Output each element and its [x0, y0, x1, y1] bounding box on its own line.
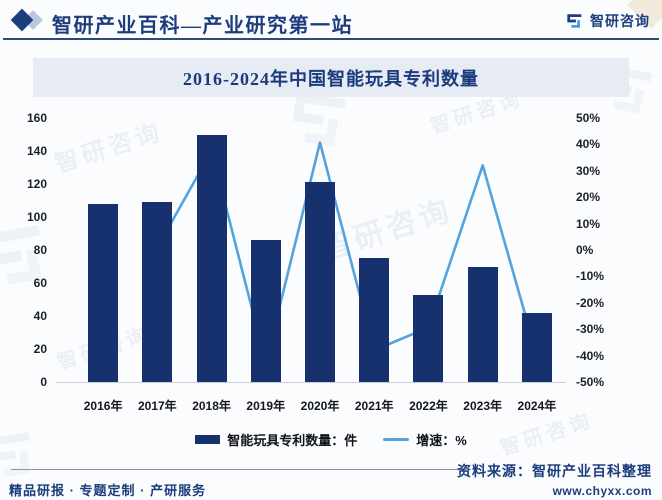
right-tick-20%: 20% — [576, 190, 601, 205]
right-tick--10%: -10% — [576, 269, 605, 284]
plot-area — [76, 118, 564, 382]
legend-line-label: 增速：% — [416, 433, 467, 448]
legend: 智能玩具专利数量：件 增速：% — [0, 430, 662, 449]
x-label-2022年: 2022年 — [409, 399, 448, 413]
x-label-2017年: 2017年 — [137, 399, 177, 413]
right-tick-0%: 0% — [576, 243, 594, 257]
x-label-2020年: 2020年 — [300, 399, 340, 413]
bar-2021年 — [359, 258, 390, 382]
x-label-2016年: 2016年 — [83, 399, 123, 413]
right-tick-40%: 40% — [576, 137, 601, 152]
left-tick-140: 140 — [26, 144, 47, 158]
header-banner: 智研产业百科—产业研究第一站 智研咨询 — [0, 0, 662, 40]
left-tick-80: 80 — [33, 243, 47, 257]
bar-2016年 — [88, 203, 119, 382]
chart-title: 2016-2024年中国智能玩具专利数量 — [183, 68, 479, 89]
bar-2018年 — [196, 134, 227, 382]
legend-item-line: 增速：% — [383, 430, 467, 449]
right-tick-30%: 30% — [576, 163, 601, 178]
x-label-2023年: 2023年 — [463, 399, 502, 413]
zhiyan-logo-icon — [566, 12, 584, 30]
left-tick-100: 100 — [26, 210, 47, 224]
footer-services: 精品研报 · 专题定制 · 产研服务 — [9, 483, 207, 498]
line-swatch — [383, 438, 410, 441]
bar-2019年 — [250, 240, 281, 382]
bar-2023年 — [467, 266, 498, 382]
bar-2022年 — [413, 294, 444, 382]
left-tick-40: 40 — [33, 309, 47, 323]
bar-2024年 — [521, 312, 552, 382]
zhiyan-logo: 智研咨询 — [566, 11, 650, 31]
right-tick--40%: -40% — [576, 348, 605, 363]
x-label-2018年: 2018年 — [192, 399, 231, 413]
footer-website: www.chyxx.com — [552, 484, 652, 498]
bar-swatch — [195, 435, 221, 444]
right-tick--50%: -50% — [576, 375, 605, 389]
x-label-2024年: 2024年 — [517, 399, 557, 413]
header-divider — [3, 38, 659, 40]
right-tick--30%: -30% — [576, 322, 605, 337]
left-tick-20: 20 — [33, 342, 47, 356]
footer-source-block: 资料来源：智研产业百科整理 www.chyxx.com — [457, 461, 652, 498]
zhiyan-logo-text: 智研咨询 — [590, 13, 650, 29]
right-tick-50%: 50% — [576, 111, 601, 125]
x-label-2019年: 2019年 — [246, 399, 286, 413]
legend-item-bars: 智能玩具专利数量：件 — [195, 430, 357, 449]
left-tick-0: 0 — [40, 375, 47, 389]
left-tick-120: 120 — [26, 177, 47, 191]
legend-bar-label: 智能玩具专利数量：件 — [227, 433, 358, 448]
footer-divider — [11, 469, 467, 470]
footer-source: 资料来源：智研产业百科整理 — [457, 463, 652, 479]
bar-2017年 — [142, 202, 173, 382]
x-axis-baseline — [56, 382, 566, 383]
left-tick-160: 160 — [26, 111, 47, 125]
right-tick--20%: -20% — [576, 295, 605, 310]
right-tick-10%: 10% — [576, 216, 601, 231]
header-title: 智研产业百科—产业研究第一站 — [52, 15, 353, 37]
brand-diamond-icon — [10, 8, 44, 32]
combo-chart: 160 140 120 100 80 60 40 20 0 50% 40% 30% 20% 10% 0% -… — [0, 100, 662, 420]
left-tick-60: 60 — [33, 276, 47, 290]
x-label-2021年: 2021年 — [354, 399, 394, 413]
chart-title-band: 2016-2024年中国智能玩具专利数量 — [33, 58, 629, 97]
bar-2020年 — [305, 182, 335, 382]
